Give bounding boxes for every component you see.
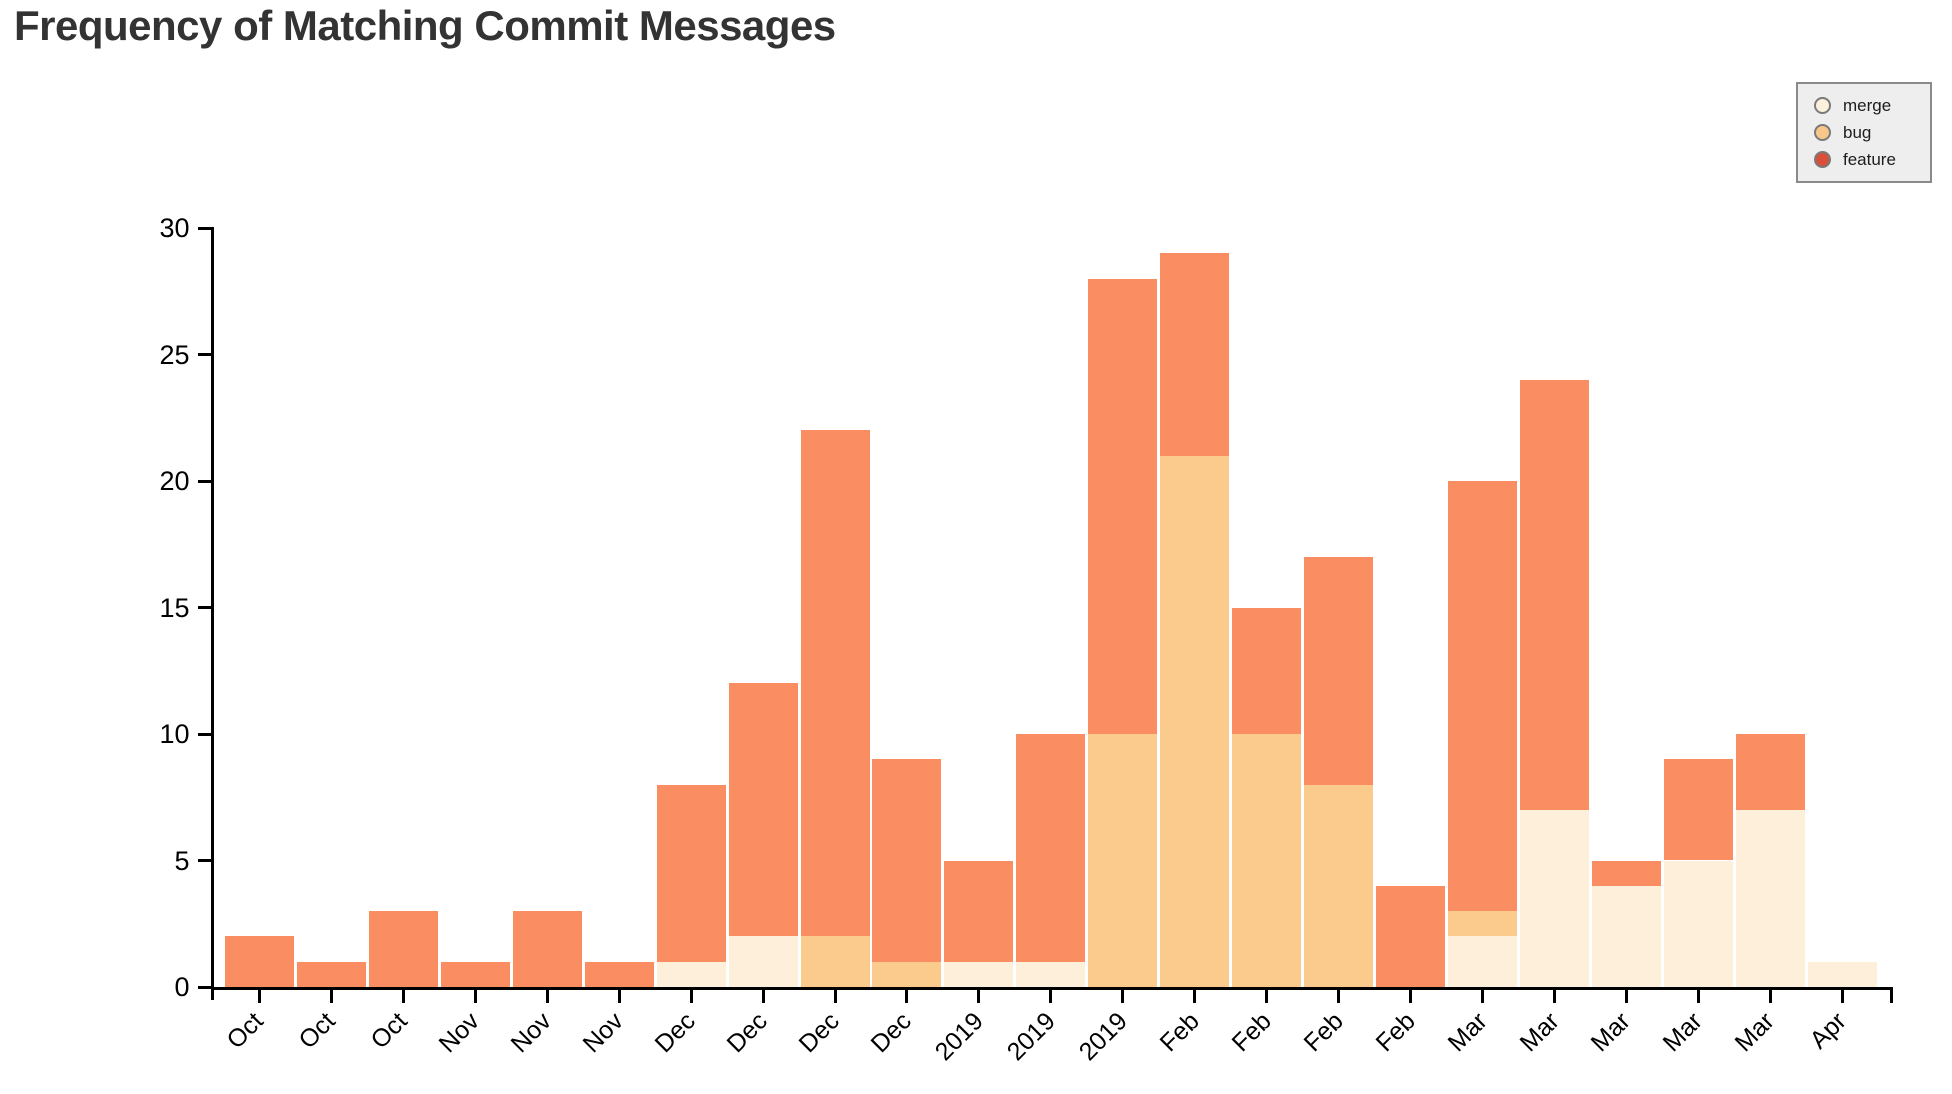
bar-segment-feature <box>1160 253 1230 456</box>
bar-segment-feature <box>1663 759 1733 861</box>
legend-item-merge: merge <box>1814 96 1930 116</box>
bar-segment-bug <box>1448 911 1518 937</box>
bar-segment-bug <box>1160 455 1230 987</box>
x-tick <box>905 990 909 1003</box>
bar-segment-feature <box>1591 860 1661 886</box>
x-tick <box>473 990 477 1003</box>
bar-segment-feature <box>512 911 582 987</box>
y-tick-label: 30 <box>159 213 190 243</box>
y-tick <box>197 479 211 483</box>
y-tick-label: 10 <box>159 719 190 749</box>
x-tick <box>1481 990 1485 1003</box>
bar-segment-feature <box>1232 607 1302 734</box>
legend-item-bug: bug <box>1814 123 1930 143</box>
x-tick <box>1049 990 1053 1003</box>
y-tick-label: 25 <box>159 339 190 370</box>
bar-segment-feature <box>296 961 366 987</box>
bar-segment-feature <box>584 961 654 987</box>
bar-segment-feature <box>1376 885 1446 987</box>
bar-segment-merge <box>1016 961 1086 987</box>
bar-segment-feature <box>800 430 870 937</box>
bar-segment-merge <box>1807 961 1877 987</box>
x-tick <box>1696 990 1700 1003</box>
y-tick <box>197 353 211 356</box>
bar-segment-bug <box>872 961 942 987</box>
x-tick <box>977 990 981 1003</box>
bar-segment-feature <box>368 911 438 987</box>
bar-segment-feature <box>1088 278 1158 734</box>
bar-segment-merge <box>1448 936 1518 987</box>
legend: merge bug feature <box>1796 82 1932 183</box>
x-tick <box>761 990 765 1003</box>
x-tick <box>545 990 549 1003</box>
x-tick <box>1624 990 1628 1003</box>
legend-swatch-merge-icon <box>1814 97 1831 114</box>
bar-segment-feature <box>1520 379 1589 810</box>
bar-segment-merge <box>656 961 726 987</box>
bar-segment-feature <box>656 784 726 962</box>
bar-segment-merge <box>1663 860 1733 987</box>
y-tick-label: 15 <box>159 592 190 623</box>
bar-segment-merge <box>1520 809 1589 987</box>
x-tick <box>1840 990 1844 1003</box>
y-tick <box>197 226 211 230</box>
chart-title: Frequency of Matching Commit Messages <box>14 2 836 49</box>
y-axis-line <box>210 227 214 1000</box>
y-tick <box>197 732 211 736</box>
x-tick <box>1409 990 1413 1003</box>
legend-label-feature: feature <box>1843 149 1896 169</box>
legend-label-bug: bug <box>1843 122 1872 142</box>
bar-segment-feature <box>1735 734 1805 810</box>
x-tick <box>257 990 261 1003</box>
x-tick <box>1121 990 1125 1003</box>
bar-segment-merge <box>1735 809 1805 987</box>
x-tick <box>1768 990 1772 1003</box>
y-tick <box>197 606 211 609</box>
bar-segment-merge <box>1591 885 1661 987</box>
bar-segment-feature <box>872 759 942 962</box>
x-tick <box>1337 990 1341 1003</box>
bar-segment-feature <box>440 961 510 987</box>
bar-segment-bug <box>1304 784 1374 987</box>
bar-segment-feature <box>224 936 294 987</box>
bar-segment-feature <box>944 860 1014 962</box>
bar-segment-feature <box>728 683 798 937</box>
x-tick <box>1553 990 1556 1003</box>
legend-swatch-bug-icon <box>1814 124 1831 141</box>
bar-segment-merge <box>728 936 798 987</box>
x-tick <box>689 990 693 1003</box>
x-tick <box>329 990 333 1003</box>
x-tick <box>617 990 621 1003</box>
y-tick <box>197 859 211 862</box>
bar-segment-feature <box>1448 481 1518 912</box>
bar-segment-merge <box>944 961 1014 987</box>
x-axis-line <box>210 987 1893 990</box>
y-tick-label: 5 <box>174 845 190 876</box>
bar-segment-feature <box>1304 556 1374 785</box>
y-tick <box>197 985 211 989</box>
x-tick <box>401 990 405 1003</box>
legend-label-merge: merge <box>1843 95 1892 115</box>
x-tick <box>1193 990 1197 1003</box>
legend-item-feature: feature <box>1814 150 1930 170</box>
x-tick <box>833 990 837 1003</box>
y-tick-label: 0 <box>174 972 190 1002</box>
legend-swatch-feature-icon <box>1814 151 1831 168</box>
bar-segment-feature <box>1016 734 1086 962</box>
x-tick <box>1265 990 1269 1003</box>
bar-segment-bug <box>800 936 870 987</box>
bar-segment-bug <box>1088 734 1158 987</box>
y-tick-label: 20 <box>159 466 190 496</box>
x-axis-endcap <box>1890 987 1893 1003</box>
bar-segment-bug <box>1232 734 1302 987</box>
